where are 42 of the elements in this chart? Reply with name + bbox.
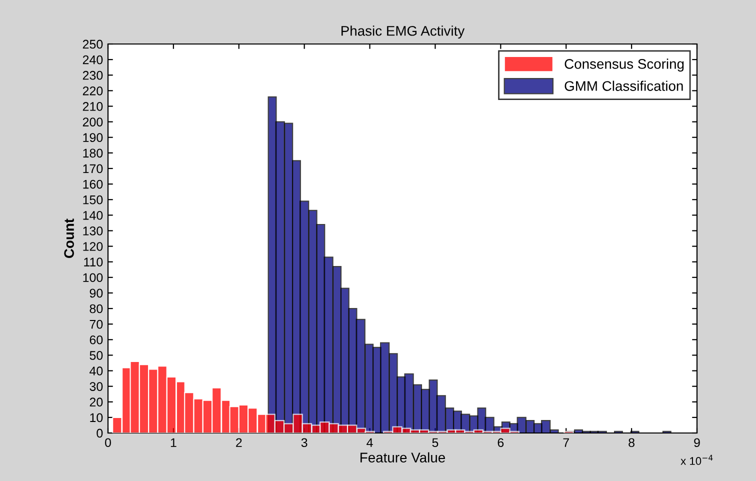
legend-label: GMM Classification [564,80,683,91]
y-tick-label: 160 [83,180,103,189]
y-tick-label: 240 [82,55,103,64]
y-tick-label: 40 [90,366,103,376]
chart-title: Phasic EMG Activity [342,26,465,39]
y-tick-label: 230 [82,70,103,80]
y-tick-label: 30 [90,382,103,391]
y-axis-title: Count [64,218,74,258]
y-tick-label: 250 [82,40,103,49]
y-tick-label: 140 [83,210,103,220]
y-tick-label: 130 [83,226,103,236]
y-tick-label: 20 [90,398,103,407]
y-tick-label: 50 [90,351,103,360]
text: x 10$^{−4}$ [680,454,713,465]
y-tick-label: 120 [83,242,103,251]
y-tick-label: 60 [90,335,103,344]
y-tick-label: 170 [83,164,103,174]
x-tick-label: 8 [628,438,634,448]
legend-label: Consensus Scoring [564,58,684,72]
y-tick-label: 10 [90,413,103,422]
x-tick-label: 7 [563,438,569,447]
y-tick-label: 210 [82,102,103,111]
y-tick-label: 180 [83,148,103,158]
x-tick-label: 0 [105,438,111,448]
y-tick-label: 100 [83,273,103,282]
x-tick-label: 1 [170,438,176,447]
y-tick-label: 70 [90,320,103,329]
y-tick-label: 200 [82,118,103,126]
x-tick-label: 3 [301,438,308,448]
y-tick-label: 110 [84,258,103,266]
x-tick-label: 6 [498,438,504,448]
y-tick-label: 190 [83,133,103,142]
y-tick-label: 150 [83,195,103,204]
x-tick-label: 2 [236,438,242,447]
y-tick-label: 220 [82,86,103,96]
y-tick-label: 90 [90,288,103,298]
x-tick-label: 4 [366,438,373,447]
x-tick-label: 5 [432,438,438,448]
y-tick-label: 0 [96,428,103,438]
x-tick-label: 9 [694,438,700,448]
x-axis-title: Feature Value [360,452,445,462]
y-tick-label: 80 [90,304,103,314]
